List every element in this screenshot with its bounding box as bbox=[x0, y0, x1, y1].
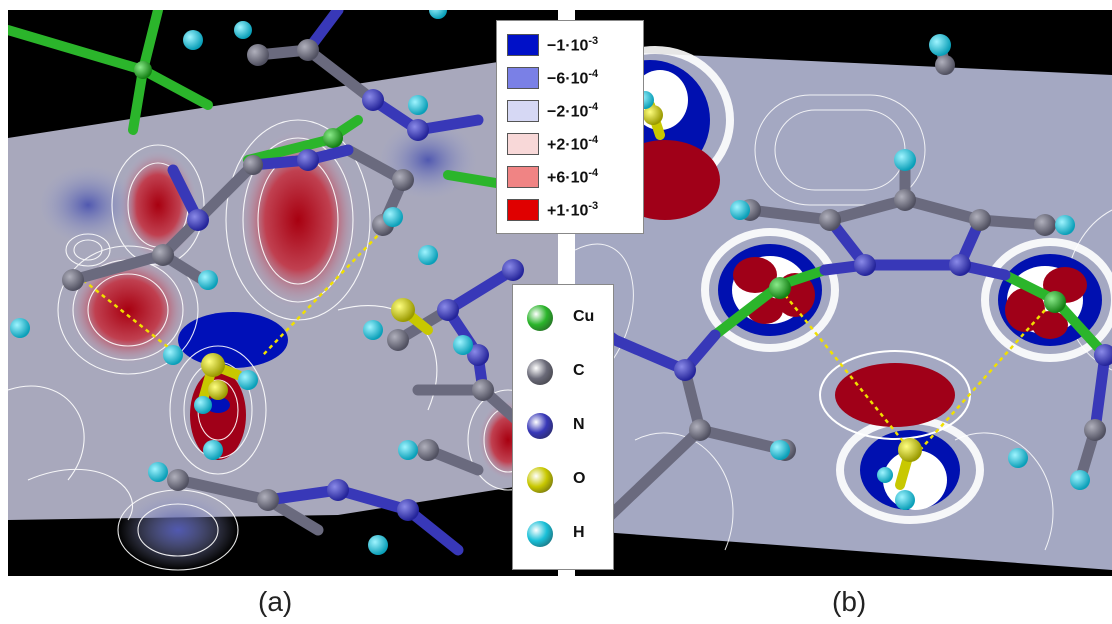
scale-swatch bbox=[507, 166, 539, 188]
scale-entry: +1·10-3 bbox=[507, 194, 637, 224]
panel-a-density-map bbox=[8, 10, 558, 576]
scale-entry: −1·10-3 bbox=[507, 29, 637, 59]
atom-entry: H bbox=[523, 509, 613, 559]
panel-b-graphic bbox=[575, 34, 1112, 570]
scale-label: +6·10-4 bbox=[547, 167, 599, 187]
scale-swatch bbox=[507, 100, 539, 122]
atom-label: Cu bbox=[573, 308, 595, 325]
scale-swatch bbox=[507, 34, 539, 56]
scale-label: +2·10-4 bbox=[547, 134, 599, 154]
scale-label: −2·10-4 bbox=[547, 101, 599, 121]
atom-ball-h bbox=[527, 521, 553, 547]
atom-label: N bbox=[573, 416, 585, 433]
scale-entry: +6·10-4 bbox=[507, 161, 637, 191]
atom-entry: N bbox=[523, 401, 613, 451]
panel-b-density-map bbox=[575, 10, 1112, 576]
atom-label: O bbox=[573, 470, 586, 487]
scale-label: +1·10-3 bbox=[547, 200, 599, 220]
scale-swatch bbox=[507, 67, 539, 89]
caption-b: (b) bbox=[832, 586, 867, 617]
atom-ball-o bbox=[527, 467, 553, 493]
atom-entry: C bbox=[523, 347, 613, 397]
scale-entry: −2·10-4 bbox=[507, 95, 637, 125]
scale-entry: +2·10-4 bbox=[507, 128, 637, 158]
atom-label: H bbox=[573, 524, 585, 541]
atom-ball-c bbox=[527, 359, 553, 385]
atom-ball-cu bbox=[527, 305, 553, 331]
atom-label: C bbox=[573, 362, 585, 379]
atom-legend: Cu C N O H bbox=[512, 284, 614, 570]
caption-a: (a) bbox=[258, 586, 293, 617]
scale-label: −6·10-4 bbox=[547, 68, 599, 88]
atom-ball-n bbox=[527, 413, 553, 439]
atom-entry: Cu bbox=[523, 293, 613, 343]
density-scale-legend: −1·10-3 −6·10-4 −2·10-4 +2·10-4 +6·10-4 … bbox=[496, 20, 644, 234]
scale-label: −1·10-3 bbox=[547, 35, 599, 55]
panel-a-graphic bbox=[8, 10, 558, 571]
scale-swatch bbox=[507, 133, 539, 155]
scale-entry: −6·10-4 bbox=[507, 62, 637, 92]
scale-swatch bbox=[507, 199, 539, 221]
atom-entry: O bbox=[523, 455, 613, 505]
